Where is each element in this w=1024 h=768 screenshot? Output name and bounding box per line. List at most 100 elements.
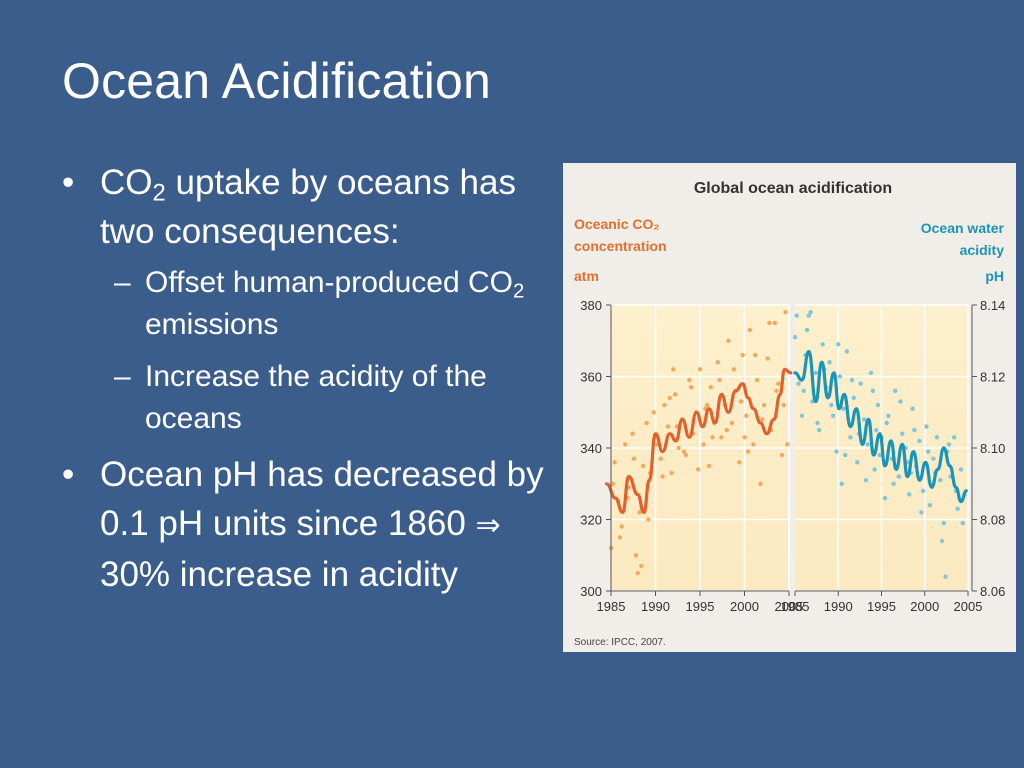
co2-data-point — [751, 442, 756, 447]
ph-data-point — [844, 349, 850, 354]
ph-data-point — [919, 510, 924, 515]
co2-data-point — [706, 463, 712, 469]
acidification-figure: Global ocean acidification Oceanic CO₂ c… — [563, 163, 1016, 652]
y-tick-label-right: 8.14 — [980, 298, 1005, 313]
x-tick-label: 1985 — [781, 599, 810, 614]
ph-data-point — [939, 538, 945, 544]
ph-data-point — [839, 481, 844, 486]
co2-trend-line — [604, 367, 793, 514]
co2-data-point — [715, 360, 720, 365]
y-tick-label-left: 380 — [580, 298, 602, 313]
co2-data-point — [631, 456, 637, 461]
co2-data-point — [697, 367, 703, 372]
y-tick-label-left: 320 — [580, 513, 602, 528]
co2-data-point — [651, 410, 656, 415]
y-tick-label-right: 8.08 — [980, 513, 1005, 528]
co2-data-point — [667, 395, 672, 401]
x-tick-label: 1985 — [597, 599, 626, 614]
bullet-text: Ocean pH has decreased by 0.1 pH units s… — [100, 455, 544, 594]
co2-data-point — [760, 417, 765, 422]
co2-data-point — [708, 385, 713, 390]
ph-data-point — [910, 406, 915, 411]
co2-data-point — [665, 424, 671, 429]
y-tick-label-left: 300 — [580, 584, 602, 599]
right-axis-label-line2: acidity — [960, 242, 1005, 258]
sub-bullet-text: Increase the acidity of the oceans — [145, 360, 487, 435]
co2-data-point — [635, 570, 640, 576]
dash-glyph: – — [114, 266, 131, 299]
ph-data-point — [855, 460, 860, 465]
ph-data-point — [851, 395, 856, 401]
ph-data-point — [836, 342, 841, 347]
ph-data-point — [893, 388, 898, 393]
co2-data-point — [639, 563, 644, 569]
ph-data-point — [843, 452, 848, 458]
co2-data-point — [610, 481, 615, 486]
sub-bullet-item: – Increase the acidity of the oceans — [62, 356, 562, 440]
ph-data-point — [801, 388, 806, 393]
acidification-chart: Global ocean acidification Oceanic CO₂ c… — [574, 180, 1005, 648]
co2-data-point — [671, 367, 676, 372]
ph-data-point — [924, 424, 929, 429]
ph-data-point — [927, 503, 933, 508]
ph-data-point — [952, 435, 957, 440]
ph-data-point — [848, 435, 853, 440]
x-tick-label: 1990 — [641, 599, 670, 614]
co2-data-point — [781, 402, 786, 408]
ph-data-point — [799, 413, 805, 418]
ph-data-point — [886, 413, 891, 418]
bullet-list: • CO2 uptake by oceans has two consequen… — [62, 158, 562, 603]
y-tick-label-right: 8.10 — [980, 441, 1005, 456]
co2-data-point — [687, 377, 692, 383]
co2-data-point — [767, 320, 772, 326]
co2-data-point — [623, 442, 628, 447]
ph-data-point — [813, 370, 818, 376]
left-axis-unit: atm — [574, 268, 599, 284]
left-axis-label-line2: concentration — [574, 238, 667, 254]
co2-data-point — [726, 338, 731, 343]
co2-data-point — [719, 435, 724, 440]
co2-data-point — [783, 310, 788, 315]
ph-data-point — [830, 413, 836, 418]
ph-data-point — [868, 370, 874, 376]
chart-source: Source: IPCC, 2007. — [574, 637, 666, 648]
co2-data-point — [753, 352, 758, 358]
x-tick-label: 1995 — [686, 599, 715, 614]
ph-trend-line — [793, 349, 968, 504]
ph-data-point — [817, 427, 822, 433]
ph-data-point — [806, 313, 811, 318]
implies-symbol: ⇒ — [475, 508, 501, 543]
co2-data-point — [660, 474, 665, 479]
co2-data-point — [669, 470, 674, 476]
y-tick-label-right: 8.12 — [980, 370, 1005, 385]
bullet-glyph: • — [62, 455, 75, 494]
x-tick-label: 1990 — [824, 599, 853, 614]
ph-data-point — [898, 399, 903, 404]
co2-data-point — [640, 463, 646, 469]
co2-data-point — [633, 553, 639, 558]
x-tick-label: 2000 — [730, 599, 759, 614]
x-tick-label: 2005 — [954, 599, 983, 614]
co2-data-point — [704, 402, 710, 408]
co2-data-point — [644, 420, 649, 426]
co2-data-point — [646, 517, 651, 522]
co2-data-point — [772, 320, 777, 326]
co2-data-point — [731, 367, 736, 372]
chart-title: Global ocean acidification — [694, 180, 892, 197]
co2-data-point — [758, 481, 763, 486]
ph-data-point — [862, 417, 867, 422]
co2-data-point — [683, 452, 688, 458]
ph-data-point — [917, 438, 922, 444]
right-axis-label-line1: Ocean water — [921, 220, 1005, 236]
bullet-item: • Ocean pH has decreased by 0.1 pH units… — [62, 450, 562, 599]
co2-data-point — [681, 449, 687, 454]
ph-data-point — [870, 388, 876, 393]
ph-data-point — [926, 449, 931, 454]
ph-data-point — [872, 467, 877, 472]
co2-data-point — [676, 445, 681, 451]
co2-data-point — [612, 460, 617, 465]
ph-data-point — [958, 467, 964, 472]
co2-data-point — [779, 452, 785, 458]
ph-data-point — [943, 574, 948, 579]
